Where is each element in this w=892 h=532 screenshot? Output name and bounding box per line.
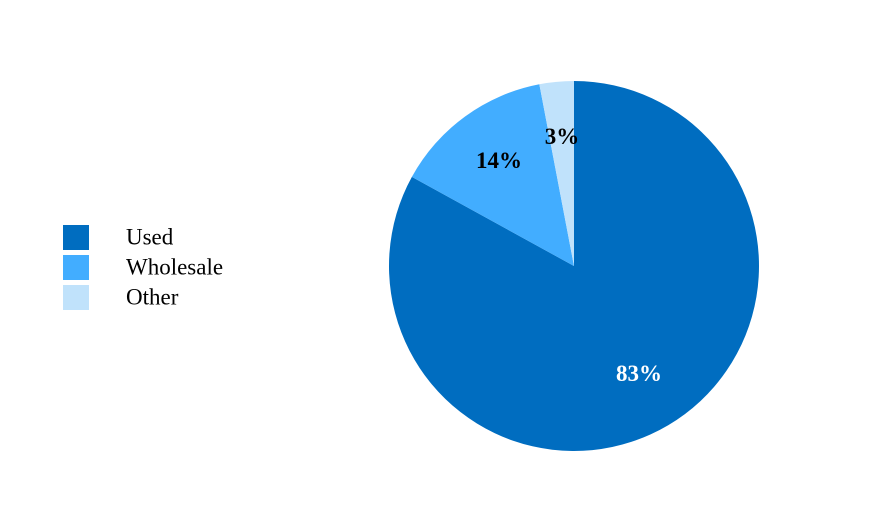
legend-swatch	[63, 225, 89, 250]
legend-swatch	[63, 255, 89, 280]
legend-swatch	[63, 285, 89, 310]
value-label: 3%	[545, 124, 580, 149]
pie-slice	[539, 81, 574, 266]
value-label: 83%	[616, 361, 662, 386]
legend-label: Used	[126, 224, 174, 249]
pie-slice	[388, 81, 759, 451]
legend-label: Wholesale	[126, 254, 223, 279]
pie-slice	[411, 84, 574, 266]
legend-label: Other	[126, 284, 179, 309]
value-label: 14%	[476, 148, 522, 173]
